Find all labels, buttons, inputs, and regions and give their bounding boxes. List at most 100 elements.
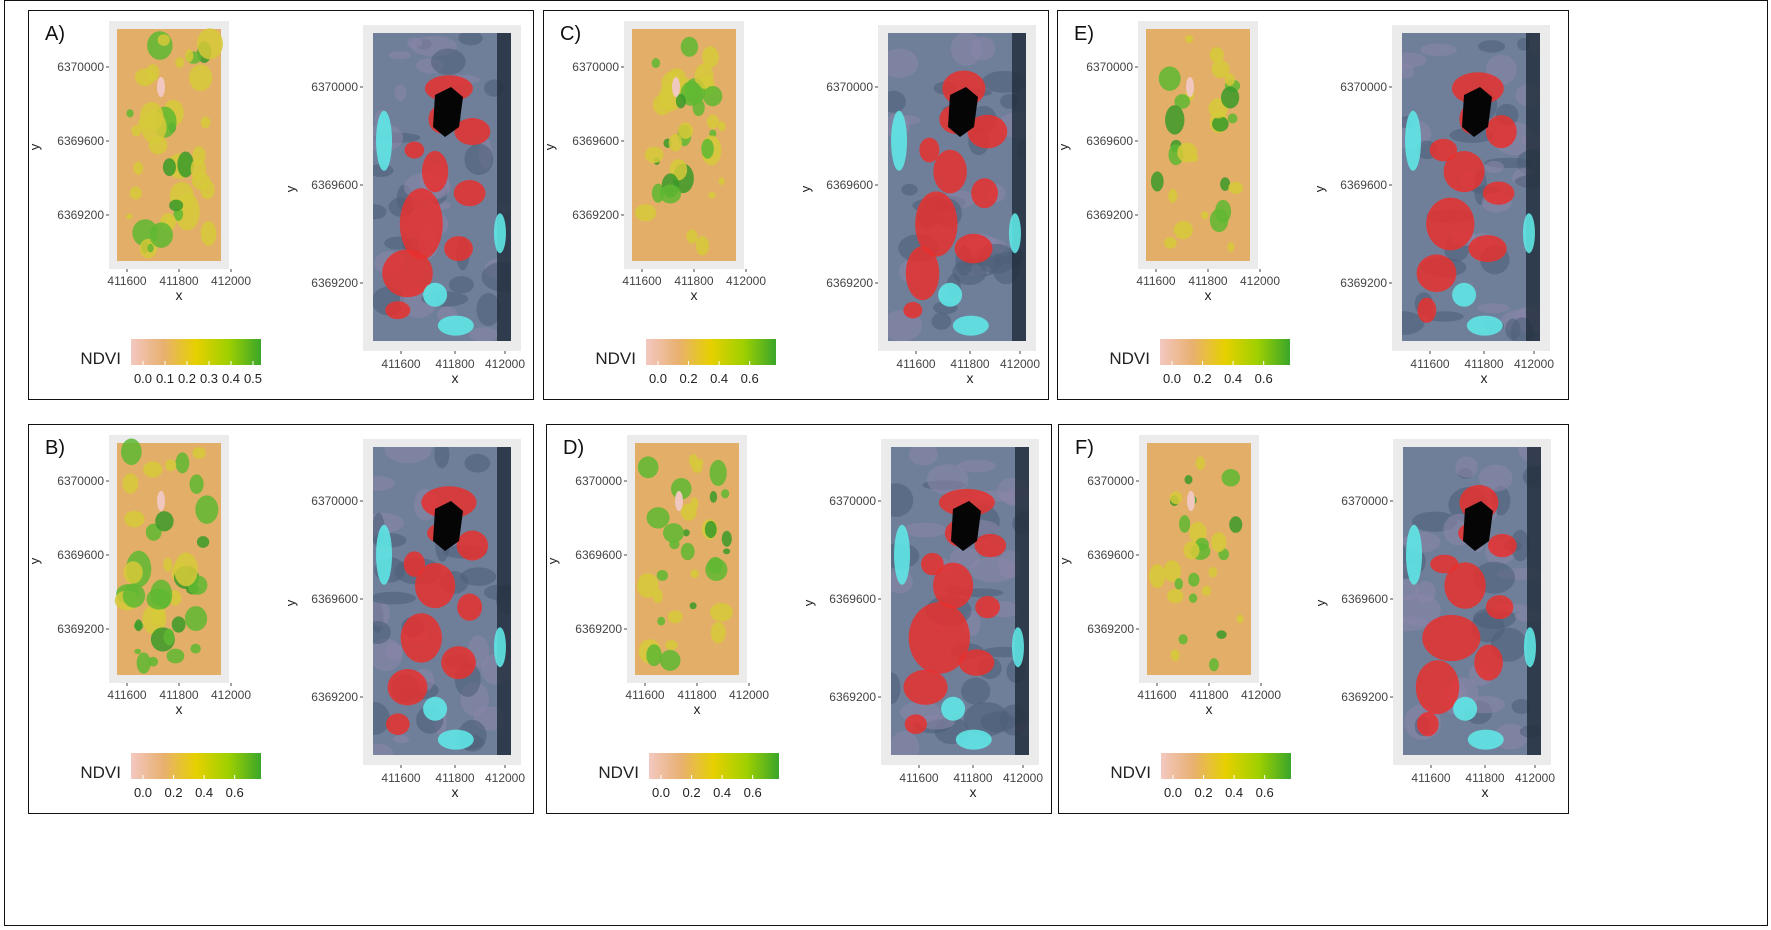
y-tick-label: 6370000 bbox=[311, 80, 358, 94]
vegetation-red-patch bbox=[1485, 595, 1514, 620]
terrain-patch bbox=[1510, 529, 1530, 562]
bare-cyan-patch bbox=[437, 729, 474, 750]
panel-plots: 6370000 6369600 6369200 y 411600 411800 412000… bbox=[1059, 435, 1555, 800]
lake-patch bbox=[157, 491, 165, 511]
bare-cyan-patch bbox=[1523, 627, 1536, 668]
x-axis-label: x bbox=[452, 784, 459, 800]
legend-colorbar bbox=[131, 339, 261, 365]
y-tick-label: 6370000 bbox=[57, 60, 104, 74]
lake-black-patch bbox=[948, 87, 978, 137]
bare-cyan-patch bbox=[423, 696, 448, 721]
ndvi-patch bbox=[1221, 86, 1240, 109]
ndvi-patch bbox=[1227, 242, 1235, 253]
ndvi-patch bbox=[129, 186, 142, 200]
x-tick-label: 412000 bbox=[1241, 688, 1281, 702]
x-tick-label: 412000 bbox=[1240, 274, 1280, 288]
ndvi-patch bbox=[1173, 220, 1193, 240]
ndvi-patch bbox=[146, 64, 160, 82]
legend-colorbar bbox=[646, 339, 776, 365]
vegetation-red-patch bbox=[1416, 254, 1457, 293]
terrain-patch bbox=[434, 447, 450, 469]
vegetation-red-patch bbox=[386, 713, 410, 735]
x-tick-label: 411800 bbox=[953, 771, 992, 785]
y-tick-label: 6370000 bbox=[1340, 80, 1387, 94]
terrain-patch bbox=[891, 672, 901, 704]
legend-colorbar bbox=[649, 753, 779, 779]
vegetation-red-patch bbox=[1422, 614, 1481, 662]
x-tick-label: 411800 bbox=[435, 771, 474, 785]
legend-tick-label: 0.4 bbox=[710, 371, 728, 386]
legend-title: NDVI bbox=[1110, 763, 1151, 782]
y-tick-label: 6370000 bbox=[829, 494, 876, 508]
x-axis-label: x bbox=[1481, 370, 1488, 386]
y-tick-label: 6369200 bbox=[311, 690, 358, 704]
y-axis-label: y bbox=[547, 557, 560, 564]
ndvi-patch bbox=[121, 438, 142, 466]
ndvi-patch bbox=[682, 529, 690, 537]
y-tick-label: 6369200 bbox=[1087, 622, 1134, 636]
terrain-patch bbox=[373, 475, 396, 492]
ndvi-patch bbox=[185, 49, 194, 63]
ndvi-patch bbox=[690, 569, 699, 579]
figure-panel: C) 6370000 6369600 6369200 y 411600 411800 4120… bbox=[543, 10, 1049, 400]
x-tick-label: 411800 bbox=[1465, 771, 1504, 785]
terrain-patch bbox=[1478, 464, 1513, 492]
terrain-patch bbox=[901, 183, 918, 196]
panel-label: A) bbox=[45, 23, 65, 45]
vegetation-red-patch bbox=[904, 714, 927, 734]
x-tick-label: 411600 bbox=[896, 357, 935, 371]
bare-cyan-patch bbox=[1405, 110, 1422, 171]
terrain-patch bbox=[448, 276, 474, 294]
y-tick-label: 6370000 bbox=[1087, 474, 1134, 488]
legend-tick-label: 0.0 bbox=[1163, 371, 1181, 386]
terrain-patch bbox=[903, 522, 947, 538]
ndvi-patch bbox=[637, 456, 659, 479]
ndvi-patch bbox=[171, 616, 186, 633]
ndvi-patch bbox=[709, 490, 718, 503]
y-tick-label: 6370000 bbox=[311, 494, 358, 508]
vegetation-red-patch bbox=[414, 562, 456, 609]
ndvi-patch bbox=[200, 221, 217, 246]
y-tick-label: 6370000 bbox=[826, 80, 873, 94]
legend-tick-label: 0.6 bbox=[1256, 785, 1274, 800]
ndvi-patch bbox=[1216, 630, 1227, 639]
panel-label: F) bbox=[1075, 437, 1094, 459]
vegetation-red-patch bbox=[915, 191, 958, 257]
ndvi-patch bbox=[1200, 211, 1209, 220]
x-tick-label: 411800 bbox=[677, 688, 716, 702]
y-axis-label: y bbox=[1059, 557, 1072, 564]
legend-tick-label: 0.4 bbox=[1224, 371, 1242, 386]
ndvi-patch bbox=[1188, 593, 1198, 603]
x-tick-label: 411800 bbox=[1464, 357, 1503, 371]
x-tick-label: 412000 bbox=[1515, 771, 1555, 785]
legend-title: NDVI bbox=[598, 763, 639, 782]
ndvi-patch bbox=[721, 530, 732, 547]
vegetation-red-patch bbox=[919, 137, 940, 163]
panel-plots: 6370000 6369600 6369200 y 411600 411800 412000… bbox=[544, 21, 1040, 386]
vegetation-red-patch bbox=[954, 233, 993, 264]
ndvi-patch bbox=[124, 510, 145, 528]
terrain-patch bbox=[931, 312, 952, 330]
legend-tick-label: 0.2 bbox=[1195, 785, 1213, 800]
ndvi-patch bbox=[1211, 59, 1230, 79]
ndvi-patch bbox=[149, 222, 173, 248]
y-tick-label: 6369200 bbox=[1086, 208, 1133, 222]
vegetation-red-patch bbox=[1474, 644, 1503, 681]
ndvi-patch bbox=[123, 561, 143, 584]
bare-cyan-patch bbox=[1406, 524, 1423, 585]
ndvi-patch bbox=[122, 473, 139, 494]
x-tick-label: 411600 bbox=[107, 274, 146, 288]
x-tick-label: 412000 bbox=[1000, 357, 1040, 371]
vegetation-red-patch bbox=[421, 150, 449, 193]
y-axis-label: y bbox=[1058, 143, 1071, 150]
ndvi-patch bbox=[196, 536, 210, 548]
x-axis-label: x bbox=[176, 701, 183, 717]
vegetation-red-patch bbox=[1426, 197, 1475, 251]
ndvi-patch bbox=[126, 109, 134, 118]
vegetation-red-patch bbox=[457, 593, 483, 621]
vegetation-red-patch bbox=[932, 562, 974, 609]
terrain-patch bbox=[956, 459, 996, 473]
ndvi-patch bbox=[659, 649, 681, 671]
x-tick-label: 411800 bbox=[435, 357, 474, 371]
false-color-map: 6370000 6369600 6369200 y 411600 411800 412000… bbox=[1312, 25, 1554, 386]
